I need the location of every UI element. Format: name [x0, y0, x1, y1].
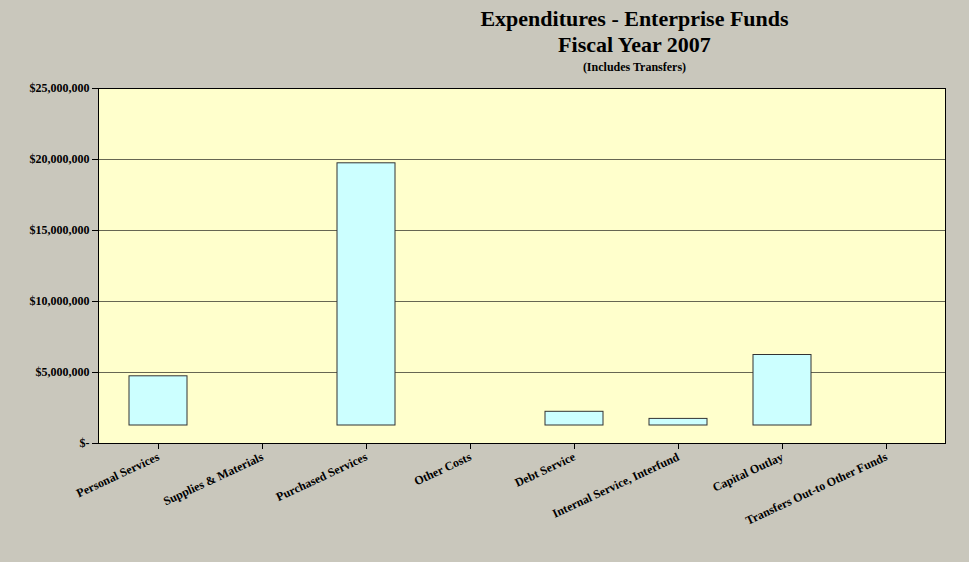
svg-text:$20,000,000: $20,000,000 — [30, 152, 90, 166]
svg-text:Debt Service: Debt Service — [513, 449, 578, 489]
html-text:Expenditures - Enterprise Fund: Expenditures - Enterprise Funds Fiscal Y… — [480, 6, 789, 57]
svg-text:Transfers Out-to Other Funds: Transfers Out-to Other Funds — [743, 449, 889, 527]
svg-text:Other Costs: Other Costs — [412, 450, 474, 489]
svg-text:Capital Outlay: Capital Outlay — [710, 450, 785, 495]
svg-text:$-: $- — [80, 436, 90, 450]
svg-text:$10,000,000: $10,000,000 — [30, 294, 90, 308]
svg-text:$25,000,000: $25,000,000 — [30, 81, 90, 95]
svg-text:Purchased Services: Purchased Services — [274, 449, 370, 504]
svg-text:Supplies & Materials: Supplies & Materials — [161, 449, 266, 508]
svg-text:$5,000,000: $5,000,000 — [36, 365, 90, 379]
svg-text:Internal Service, Interfund: Internal Service, Interfund — [550, 450, 682, 521]
svg-text:$15,000,000: $15,000,000 — [30, 223, 90, 237]
svg-text:Personal Services: Personal Services — [74, 450, 161, 501]
html-text:(Includes Transfers): (Includes Transfers) — [582, 60, 687, 74]
